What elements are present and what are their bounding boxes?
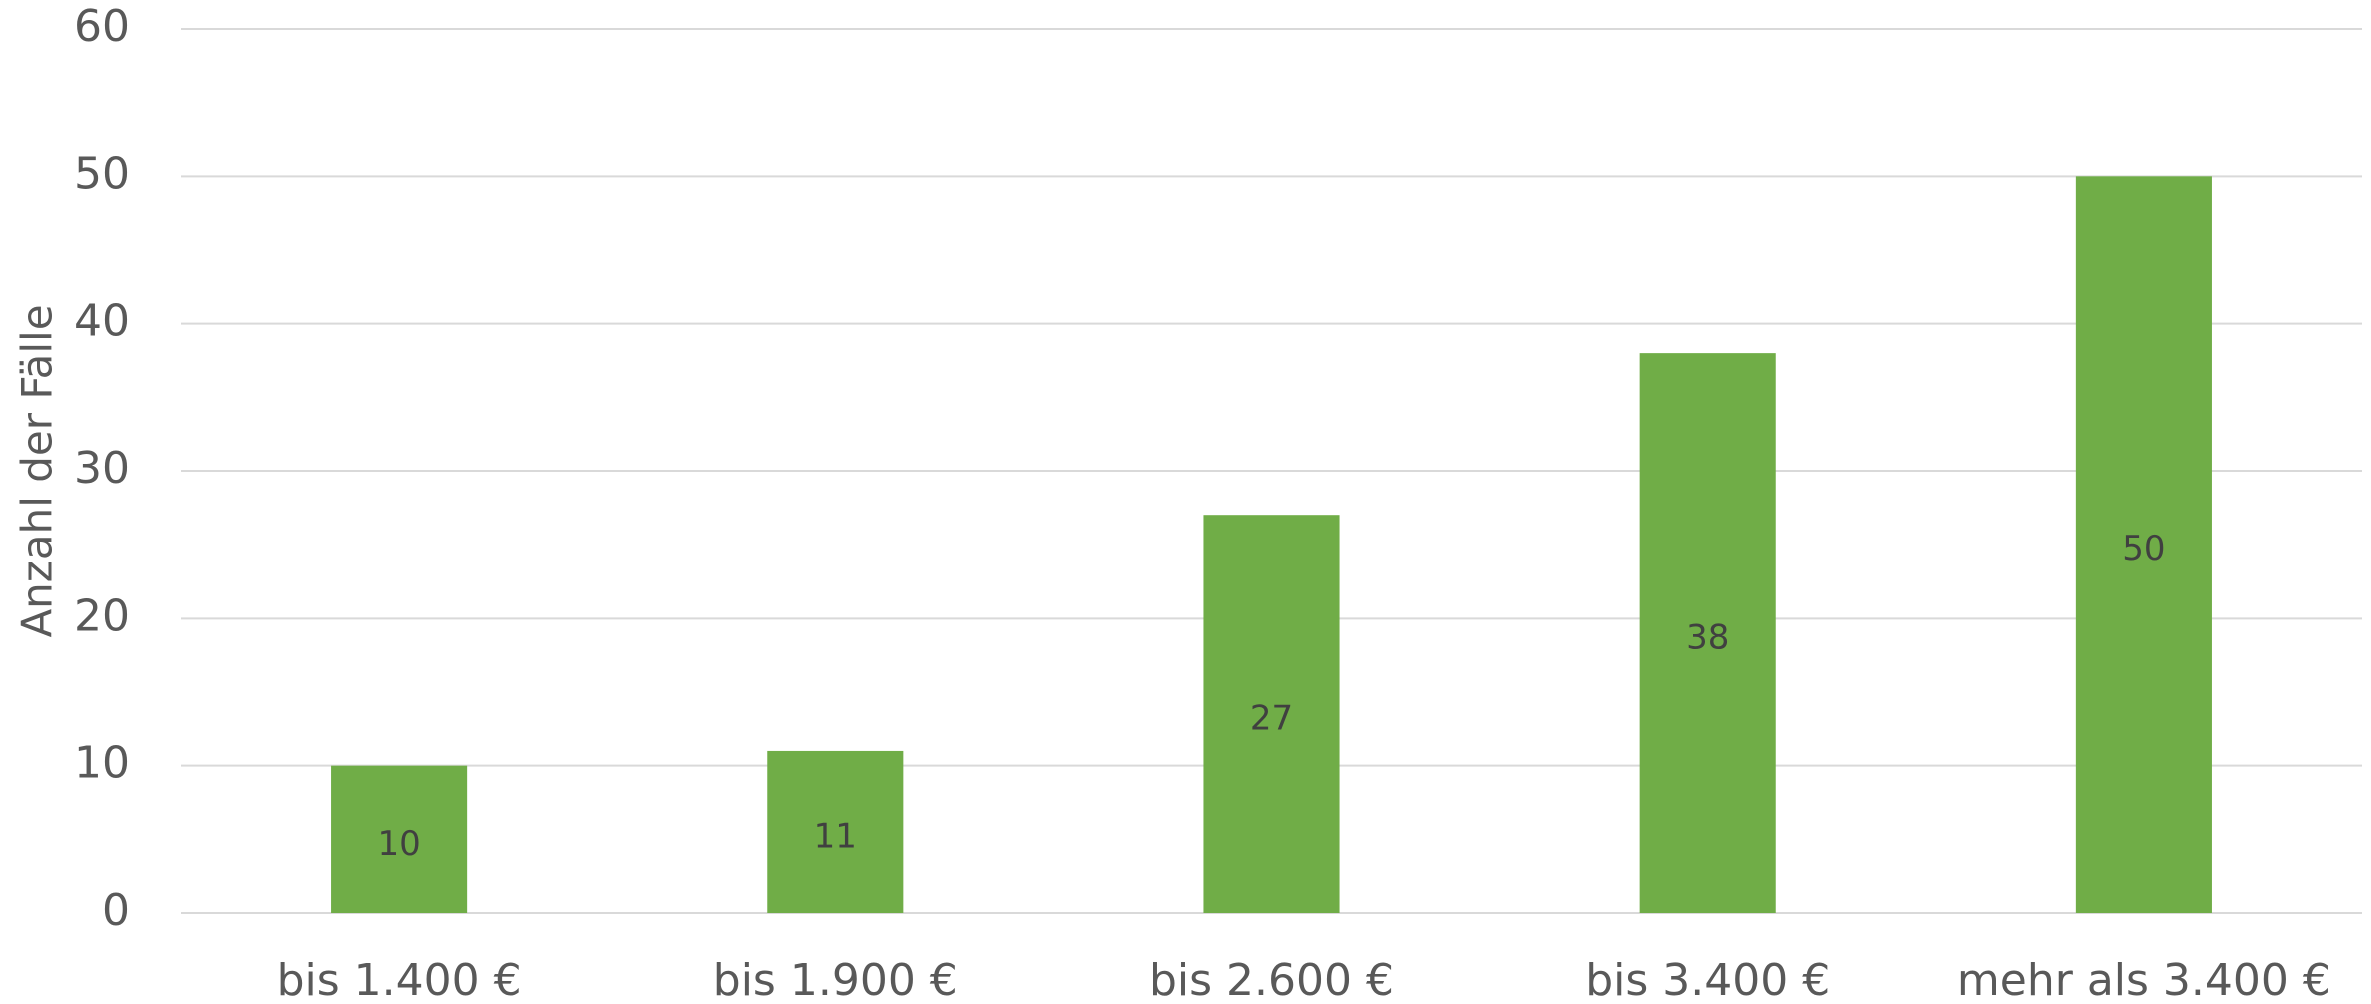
bar (2075, 176, 2212, 914)
bar (331, 765, 468, 913)
data-label: 38 (1686, 618, 1729, 658)
data-label: 27 (1250, 699, 1293, 739)
x-tick-label: bis 1.900 € (713, 955, 958, 1004)
bar (1639, 353, 1776, 914)
data-label: 10 (377, 824, 420, 864)
y-tick-label: 40 (74, 296, 130, 347)
data-label: 50 (2122, 529, 2165, 569)
y-tick-label: 10 (74, 738, 130, 789)
y-tick-label: 0 (102, 885, 130, 936)
y-tick-label: 50 (74, 148, 130, 199)
x-tick-label: mehr als 3.400 € (1957, 955, 2331, 1004)
y-tick-label: 60 (74, 1, 130, 52)
y-tick-label: 20 (74, 590, 130, 641)
x-tick-label: bis 2.600 € (1149, 955, 1394, 1004)
bar (1203, 515, 1340, 913)
x-tick-label: bis 1.400 € (277, 955, 522, 1004)
bar (767, 750, 904, 913)
y-tick-label: 30 (74, 443, 130, 494)
x-tick-label: bis 3.400 € (1585, 955, 1830, 1004)
data-label: 11 (814, 816, 857, 856)
y-axis-label: Anzahl der Fälle (13, 304, 62, 637)
